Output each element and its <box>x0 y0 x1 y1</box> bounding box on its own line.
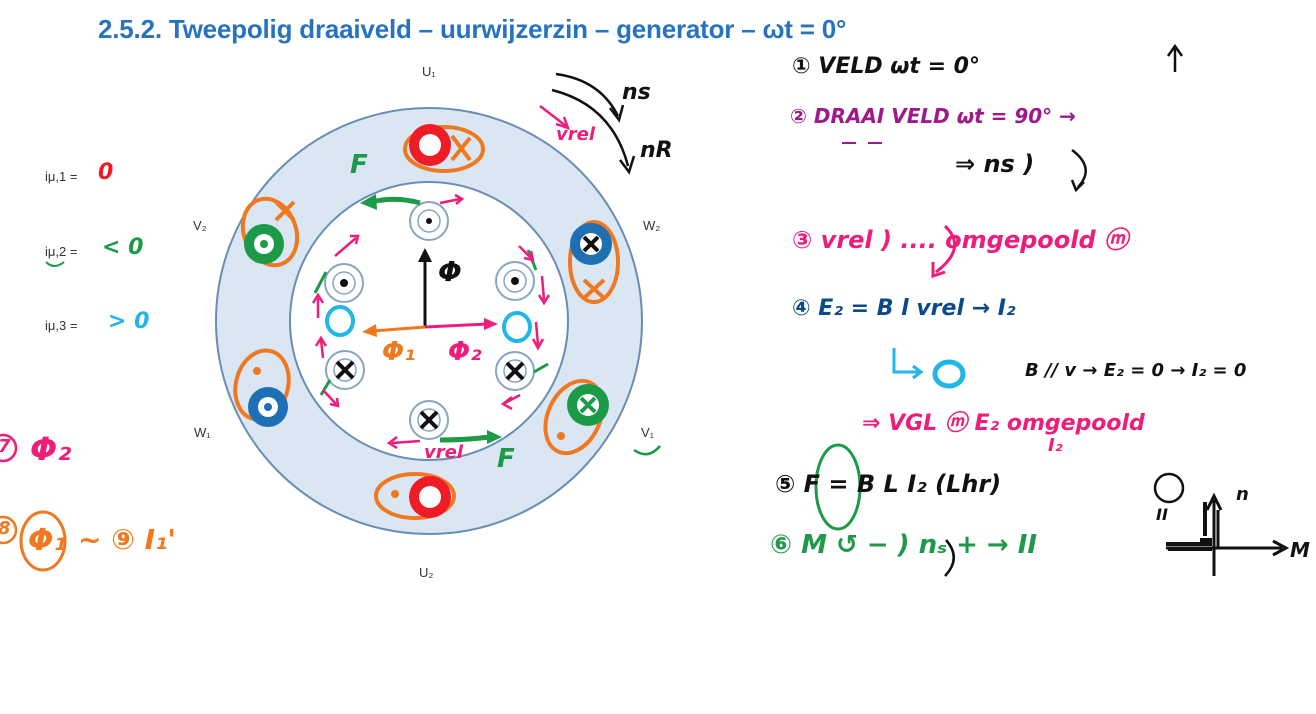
pole-label-u1: U₁ <box>422 64 436 79</box>
stator-conductor-v2 <box>240 196 300 268</box>
current-label-2: iμ,2 = <box>45 244 78 259</box>
zero-current-marker-left <box>325 305 355 337</box>
current-label-3: iμ,3 = <box>45 318 78 333</box>
speed-label-nr: nR <box>640 138 673 163</box>
ns-bracket <box>1070 149 1087 193</box>
flux-label-center: Φ <box>438 255 462 288</box>
note-4d: I₂ <box>1048 435 1063 456</box>
annotation-circle-8 <box>0 515 18 545</box>
force-label-top: F <box>350 150 368 180</box>
speed-arrows <box>551 72 636 175</box>
rotor-conductor-lower-left <box>325 350 365 390</box>
current-value-1: 0 <box>98 160 114 185</box>
note-num-7: 7 <box>0 436 11 457</box>
graph-label-ii: II <box>1156 505 1168 524</box>
vrel-label-bottom: vrel <box>424 442 463 463</box>
force-arrow-left-upper <box>313 271 328 294</box>
note-6: ⑥ M ↺ − ) nₛ + → II <box>770 530 1038 560</box>
field-vector-phi2 <box>424 318 498 330</box>
note-2: ② DRAAI VELD ωt = 90° → <box>790 104 1076 128</box>
return-arrow <box>892 348 924 380</box>
flux-label-phi1-left: Φ₁ <box>28 523 67 558</box>
page-title: 2.5.2. Tweepolig draaiveld – uurwijzerzi… <box>98 14 847 44</box>
green-underline-i2 <box>45 261 65 267</box>
field-vector-phi <box>418 248 432 327</box>
force-arrow-right-lower <box>533 362 549 374</box>
force-arrow-left-lower <box>319 379 332 396</box>
graph-label-m: M <box>1290 538 1310 562</box>
field-vector-phi1 <box>362 324 426 337</box>
flux-label-phi2-left: Φ₂ <box>30 430 72 468</box>
note-5: ⑤ F = B L I₂ (Lhr) <box>775 470 1002 498</box>
note-3: ③ vrel ) .... omgepoold ⓜ <box>792 226 1129 254</box>
pole-label-v1: V₁ <box>641 425 655 440</box>
stator-conductor-w1 <box>233 348 291 427</box>
annotation-circle-7 <box>0 433 18 463</box>
torque-speed-graph <box>1153 472 1290 576</box>
flux-label-phi2: Φ₂ <box>448 337 482 367</box>
speed-bracket <box>944 539 955 577</box>
rotor-circle <box>289 181 569 461</box>
force-arrow-top <box>360 194 421 210</box>
phi1-annotation-circle <box>19 510 67 572</box>
green-underline-v1 <box>633 445 661 456</box>
current-value-2: < 0 <box>102 235 144 260</box>
force-circle <box>814 443 862 531</box>
zero-current-marker-right <box>502 311 532 343</box>
pole-label-v2: V₂ <box>193 218 207 233</box>
stator-conductor-u1 <box>403 124 485 173</box>
graph-label-n: n <box>1236 484 1249 505</box>
note-4b: B // v → E₂ = 0 → I₂ = 0 <box>1025 360 1247 381</box>
vrel-label-top: vrel <box>556 124 595 145</box>
note-4c: ⇒ VGL ⓜ E₂ omgepoold <box>862 411 1145 436</box>
note-1: ① VELD ωt = 0° <box>792 54 980 79</box>
note-2b: ⇒ ns ) <box>955 150 1035 178</box>
rotor-conductor-upper-left <box>324 263 364 303</box>
rotor-conductor-bottom <box>409 400 449 440</box>
arrow-up-icon <box>1166 43 1184 72</box>
stator-conductor-w2 <box>568 220 620 304</box>
pole-label-w1: W₁ <box>194 425 211 440</box>
vrel-bracket <box>931 224 957 279</box>
note-4: ④ E₂ = B l vrel → I₂ <box>792 296 1016 321</box>
rotor-conductor-lower-right <box>495 351 535 391</box>
current-value-3: > 0 <box>108 309 150 334</box>
speed-label-ns: ns <box>622 80 651 105</box>
force-label-bottom: F <box>497 444 515 474</box>
pole-label-w2: W₂ <box>643 218 661 233</box>
stator-conductor-u2 <box>374 472 456 520</box>
flux-label-phi1-tail: ~ ⑨ I₁' <box>78 523 176 556</box>
flux-label-phi1: Φ₁ <box>382 337 416 367</box>
rotor-conductor-upper-right <box>495 261 535 301</box>
force-arrow-bottom <box>439 430 502 444</box>
vrel-arrow-top-right <box>539 105 571 131</box>
zero-current-marker-note <box>932 359 966 389</box>
vrel-arrows <box>311 193 551 450</box>
rotor-conductor-top <box>409 201 449 241</box>
current-label-1: iμ,1 = <box>45 169 78 184</box>
note-num-8: 8 <box>0 518 11 539</box>
stator-conductor-v1 <box>543 378 609 456</box>
pole-label-u2: U₂ <box>419 565 434 580</box>
